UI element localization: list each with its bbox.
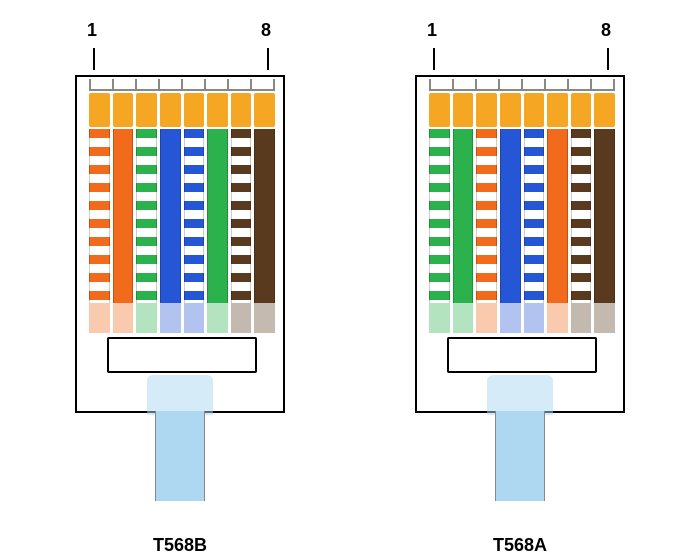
wire-white-blue: [524, 129, 545, 305]
gold-pin-2: [453, 93, 474, 127]
standard-label-t568b: T568B: [153, 535, 207, 556]
pin8-tick: [267, 48, 269, 70]
gold-pin-6: [547, 93, 568, 127]
gold-pin-8: [254, 93, 275, 127]
rj45-plug-t568a: [415, 75, 625, 475]
gold-pin-4: [160, 93, 181, 127]
gold-pins: [429, 93, 615, 127]
gold-pin-1: [429, 93, 450, 127]
gold-pin-5: [184, 93, 205, 127]
cable: [495, 411, 545, 501]
latch-window: [447, 337, 597, 373]
wire-green: [207, 129, 228, 305]
rj45-plug-t568b: [75, 75, 285, 475]
wire-white-orange: [89, 129, 110, 305]
pin1-tick: [433, 48, 435, 70]
wire-orange: [113, 129, 134, 305]
cable: [155, 411, 205, 501]
gold-pin-3: [476, 93, 497, 127]
pin8-tick: [607, 48, 609, 70]
gold-pin-6: [207, 93, 228, 127]
latch-window: [107, 337, 257, 373]
gold-pin-3: [136, 93, 157, 127]
wire-fade: [429, 303, 615, 333]
pin-slot-row: [429, 79, 615, 91]
gold-pin-5: [524, 93, 545, 127]
pin8-label: 8: [261, 20, 271, 41]
wire-white-blue: [184, 129, 205, 305]
pin8-label: 8: [601, 20, 611, 41]
pin-labels-t568b: 1 8: [75, 20, 285, 75]
wire-blue: [160, 129, 181, 305]
gold-pin-8: [594, 93, 615, 127]
wire-brown: [254, 129, 275, 305]
wire-fade: [89, 303, 275, 333]
wire-white-green: [136, 129, 157, 305]
wire-white-orange: [476, 129, 497, 305]
wire-brown: [594, 129, 615, 305]
gold-pin-7: [571, 93, 592, 127]
pin1-label: 1: [427, 20, 437, 41]
wire-orange: [547, 129, 568, 305]
wires: [89, 129, 275, 305]
wire-green: [453, 129, 474, 305]
pin1-tick: [93, 48, 95, 70]
standard-label-t568a: T568A: [493, 535, 547, 556]
wire-white-brown: [571, 129, 592, 305]
gold-pin-7: [231, 93, 252, 127]
gold-pins: [89, 93, 275, 127]
wire-blue: [500, 129, 521, 305]
pin1-label: 1: [87, 20, 97, 41]
diagram-container: 1 8 T568B 1: [0, 0, 700, 556]
cable-jacket: [487, 375, 553, 415]
gold-pin-2: [113, 93, 134, 127]
connector-t568b: 1 8 T568B: [50, 20, 310, 556]
pin-labels-t568a: 1 8: [415, 20, 625, 75]
wire-white-green: [429, 129, 450, 305]
plug-body-top: [415, 75, 625, 305]
gold-pin-4: [500, 93, 521, 127]
wire-white-brown: [231, 129, 252, 305]
connector-t568a: 1 8 T568A: [390, 20, 650, 556]
plug-body-top: [75, 75, 285, 305]
pin-slot-row: [89, 79, 275, 91]
cable-jacket: [147, 375, 213, 415]
wires: [429, 129, 615, 305]
gold-pin-1: [89, 93, 110, 127]
